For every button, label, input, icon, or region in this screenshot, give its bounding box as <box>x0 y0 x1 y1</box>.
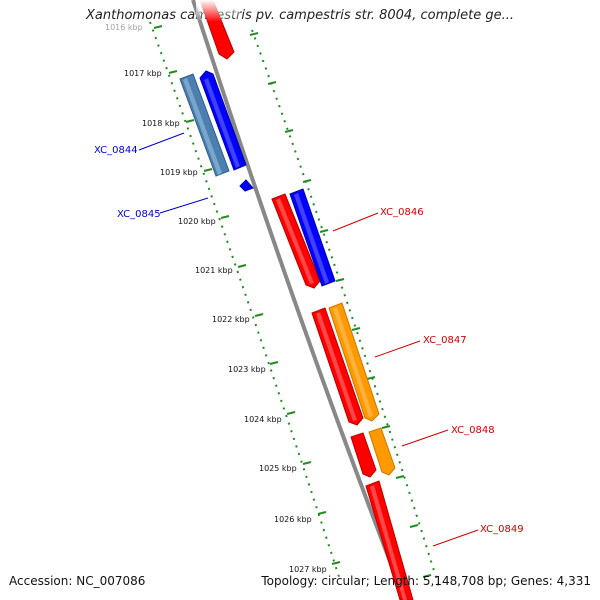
tick-label: 1023 kbp <box>228 365 266 374</box>
label-leaders <box>138 132 479 547</box>
gene-label-xc0848[interactable]: XC_0848 <box>451 425 495 436</box>
tick-label: 1021 kbp <box>195 266 233 275</box>
gene-xc0845[interactable] <box>239 179 254 192</box>
genome-stats: Topology: circular; Length: 5,148,708 bp… <box>261 574 591 588</box>
gene-xc0846-red[interactable] <box>271 193 321 289</box>
gene-label-xc0844[interactable]: XC_0844 <box>94 145 138 156</box>
tick-label: 1024 kbp <box>244 415 282 424</box>
kbp-tick-1024: 1024 kbp <box>244 411 296 424</box>
kbp-tick-1016: 1016 kbp <box>105 23 163 32</box>
inner-tick-ring <box>149 21 341 581</box>
gene-label-xc0846[interactable]: XC_0846 <box>380 207 424 218</box>
gene-xc0844[interactable] <box>179 73 230 177</box>
gene-xc0846[interactable] <box>289 188 336 287</box>
tick-label: 1026 kbp <box>274 515 312 524</box>
map-title: Xanthomonas campestris pv. campestris st… <box>86 8 514 23</box>
kbp-tick-1027: 1027 kbp <box>289 561 341 574</box>
outer-tick-ring <box>251 29 441 591</box>
tick-label: 1018 kbp <box>142 119 180 128</box>
kbp-tick-1026: 1026 kbp <box>274 511 327 524</box>
kbp-tick-1019: 1019 kbp <box>160 168 213 177</box>
tick-label: 1017 kbp <box>124 69 162 78</box>
kbp-tick-1023: 1023 kbp <box>228 361 279 374</box>
gene-xc0849[interactable] <box>365 480 414 600</box>
accession-text: Accession: NC_007086 <box>9 574 146 588</box>
tick-label: 1027 kbp <box>289 565 327 574</box>
gene-red-top[interactable] <box>196 0 240 60</box>
kbp-tick-1022: 1022 kbp <box>212 313 264 324</box>
gene-label-xc0847[interactable]: XC_0847 <box>423 335 467 346</box>
tick-label: 1019 kbp <box>160 168 198 177</box>
gene-xc0847-red[interactable] <box>311 307 364 426</box>
tick-label: 1020 kbp <box>178 217 216 226</box>
gene-xc0848-red[interactable] <box>350 432 377 478</box>
kbp-tick-1021: 1021 kbp <box>195 264 247 275</box>
gene-blue-upper[interactable] <box>199 70 247 171</box>
gene-label-xc0845[interactable]: XC_0845 <box>117 209 161 220</box>
tick-label: 1016 kbp <box>105 23 143 32</box>
genome-backbone <box>191 0 407 600</box>
tick-label: 1025 kbp <box>259 464 297 473</box>
outer-ring-ticks <box>249 32 432 578</box>
kbp-tick-1018: 1018 kbp <box>142 119 195 128</box>
gene-label-xc0849[interactable]: XC_0849 <box>480 524 524 535</box>
kbp-tick-1020: 1020 kbp <box>178 215 230 226</box>
kbp-tick-1025: 1025 kbp <box>259 461 312 473</box>
gene-xc0847[interactable] <box>328 302 380 422</box>
tick-label: 1022 kbp <box>212 315 250 324</box>
gene-xc0848[interactable] <box>368 427 396 476</box>
kbp-tick-1017: 1017 kbp <box>124 69 178 78</box>
